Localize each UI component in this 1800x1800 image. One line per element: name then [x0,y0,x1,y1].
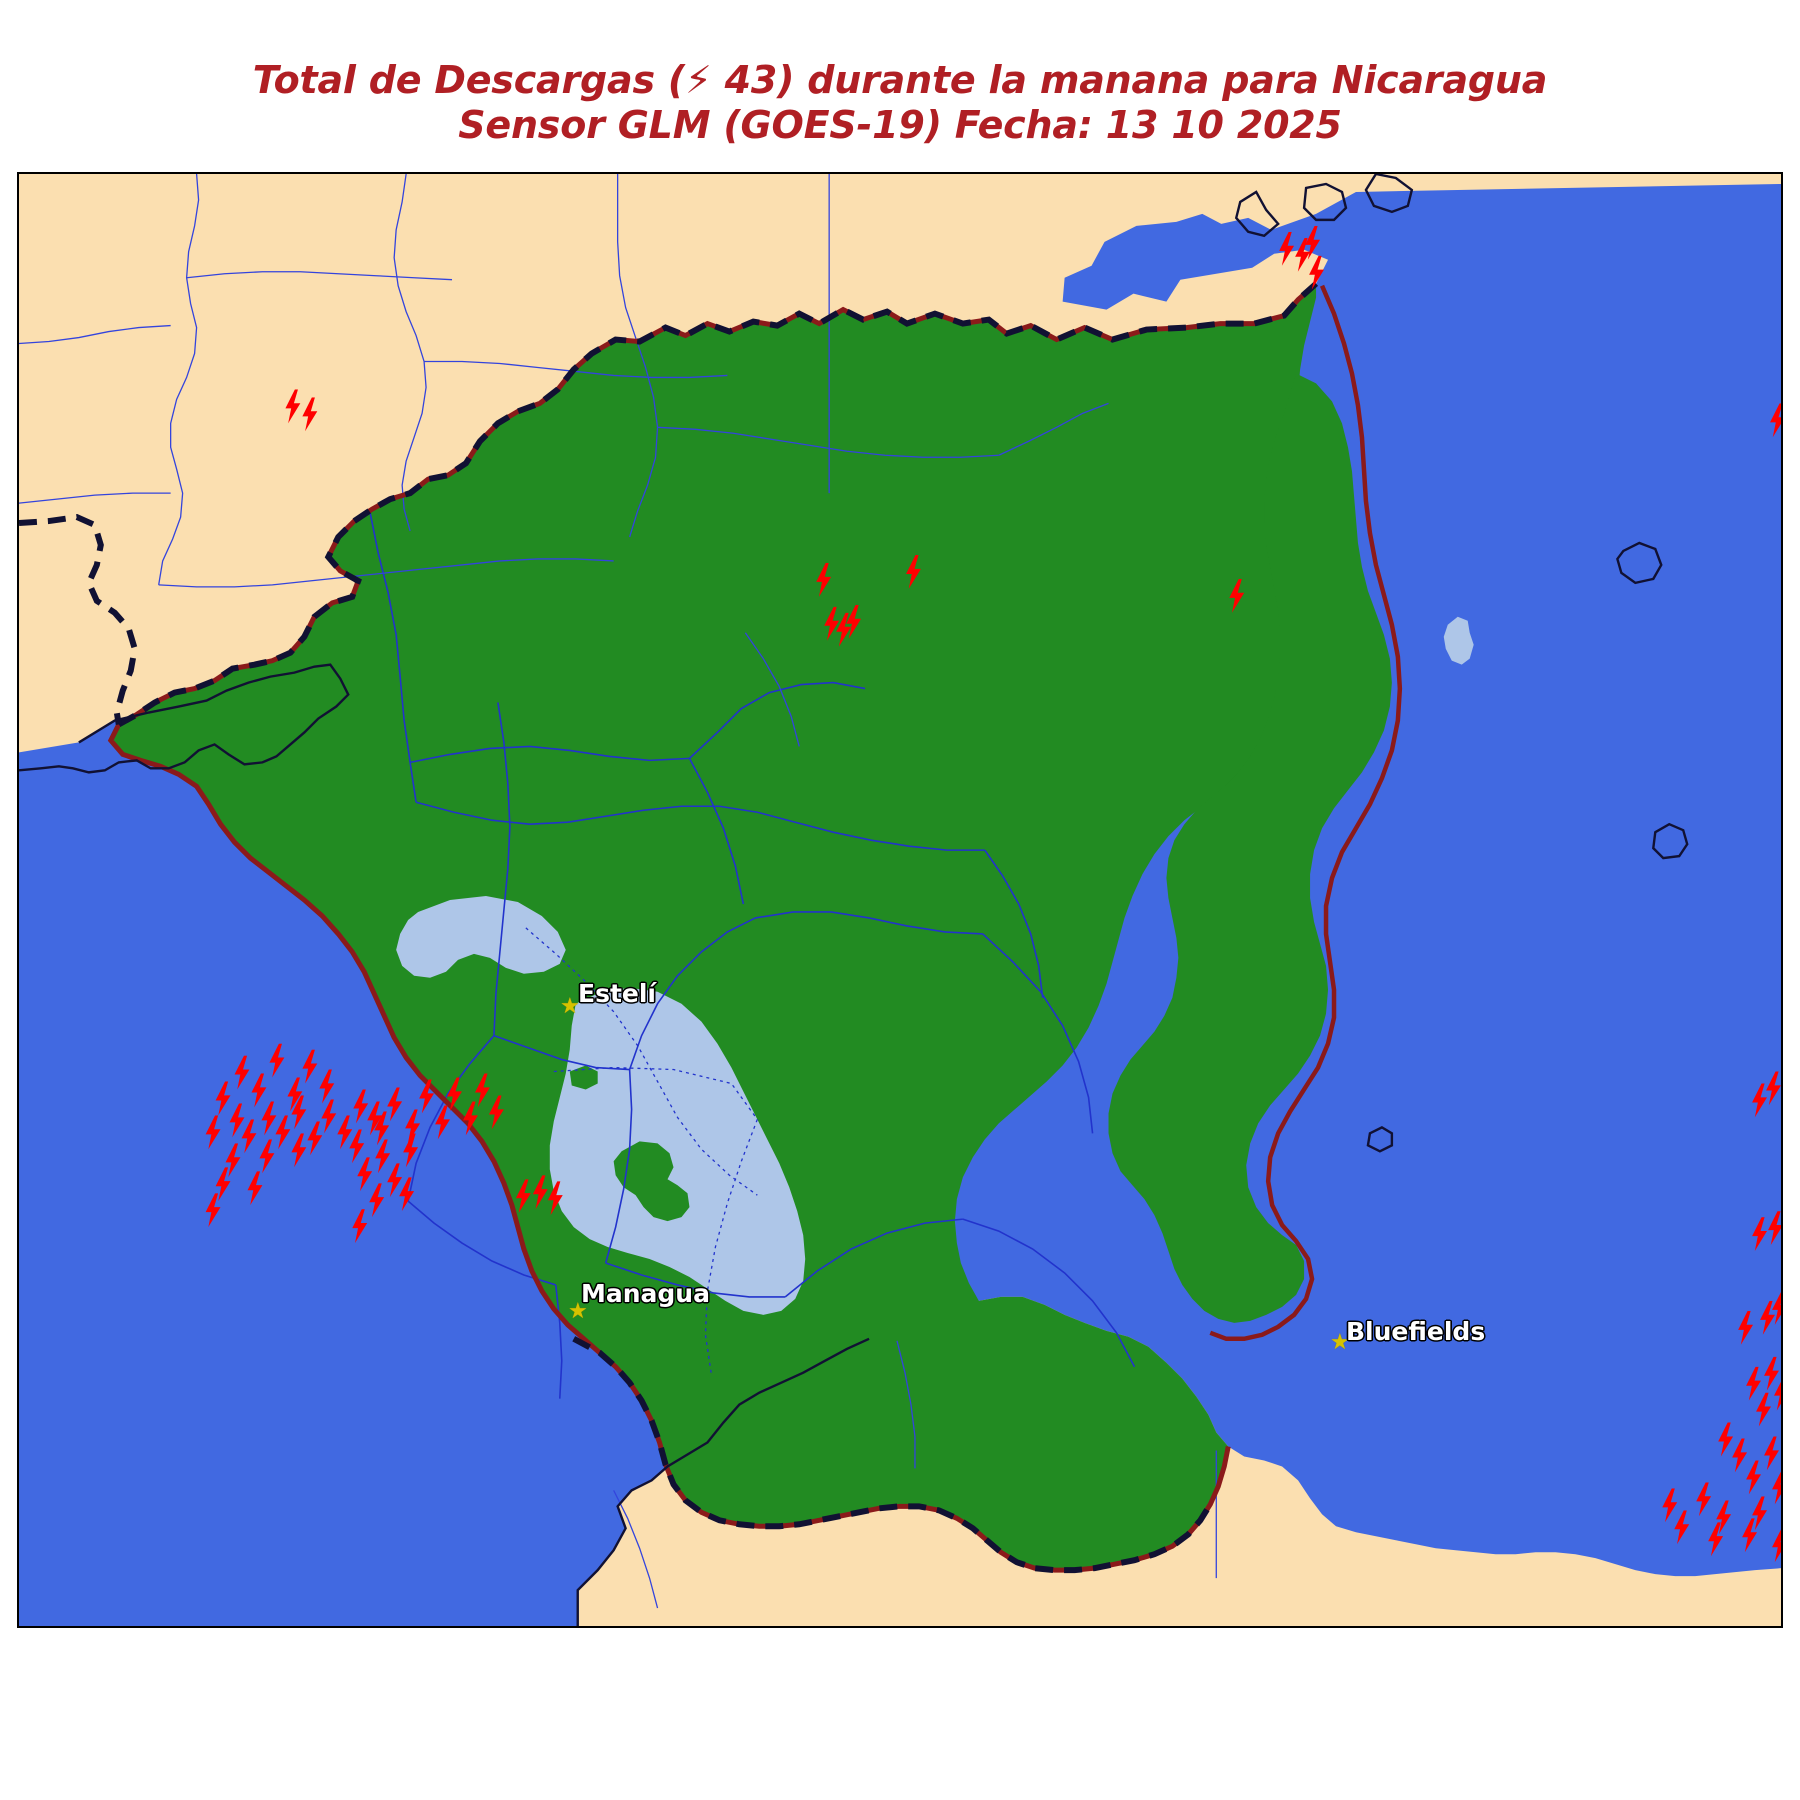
title-line-2: Sensor GLM (GOES-19) Fecha: 13 10 2025 [458,102,1342,147]
honduras-landmass [19,174,1781,767]
neighbour-admin-boundaries [19,174,1217,1609]
map-canvas[interactable]: ★ Estelí ★ Managua ★ Bluefields [17,172,1783,1628]
nicaragua-landmass [110,283,1329,1571]
map-vector-layer [19,174,1781,1626]
title-line-1: Total de Descargas (⚡ 43) durante la man… [252,58,1548,102]
national-border-dashed [117,281,1319,728]
chart-title-block: Total de Descargas (⚡ 43) durante la man… [0,58,1800,148]
internal-admin-boundaries [369,512,1136,1399]
lake-admin-boundaries [525,927,758,1375]
nicaragua-caribbean-coast [1108,373,1392,1323]
island-zapatera [569,1065,598,1090]
island-ometepe [613,1141,690,1222]
caribbean-coast-red [1209,284,1403,1342]
honduras-elsalvador-border [19,513,138,725]
lake-managua [396,896,566,978]
coastline-thin [19,174,1689,1626]
lake-pearl-lagoon [1443,616,1474,665]
national-border-south-dashed [572,1336,1213,1574]
